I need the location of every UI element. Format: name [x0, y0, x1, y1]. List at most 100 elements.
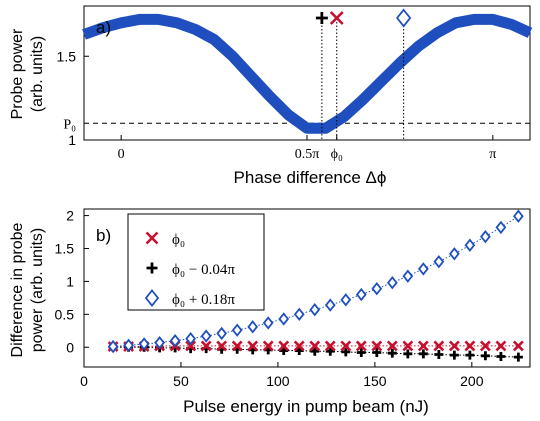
- data-point: [417, 262, 429, 276]
- data-point: [356, 348, 366, 358]
- panel-a-y-tick-label: 1: [68, 132, 76, 148]
- data-point: [449, 350, 459, 360]
- data-point: [324, 340, 336, 352]
- data-point: [449, 247, 460, 261]
- data-point: [513, 209, 524, 223]
- data-point: [433, 340, 445, 352]
- panel-a-y-axis-label-line2: (arb. units): [29, 36, 46, 112]
- panel-a-x-tick-label: 0.5π: [295, 147, 320, 162]
- data-point: [355, 287, 367, 302]
- legend-label: ϕ₀: [172, 232, 185, 248]
- data-point: [200, 340, 212, 352]
- panel-a-y-axis-label-line1: Probe power: [9, 28, 26, 119]
- data-point: [464, 238, 476, 252]
- panel-b-y-tick-label: 1: [66, 273, 74, 289]
- data-point: [371, 281, 383, 296]
- data-point: [293, 340, 305, 352]
- legend-label: ϕ₀ − 0.04π: [172, 262, 235, 278]
- data-point: [309, 340, 321, 352]
- panel-a-x-axis-label: Phase difference Δϕ: [234, 168, 387, 187]
- data-point: [371, 340, 383, 352]
- data-point: [293, 307, 305, 322]
- data-point: [107, 339, 119, 354]
- data-point: [355, 340, 367, 352]
- data-point: [386, 276, 398, 290]
- data-point: [479, 340, 491, 352]
- data-point: [169, 333, 181, 348]
- reference-line-label: P₀: [63, 117, 76, 132]
- data-point: [247, 320, 259, 334]
- data-point: [513, 352, 523, 362]
- data-point: [465, 350, 475, 360]
- data-point: [200, 329, 212, 343]
- legend-marker: [146, 262, 158, 274]
- phase-marker-diamond: [395, 8, 412, 28]
- data-point: [231, 323, 243, 337]
- data-point: [247, 340, 259, 352]
- panel-b-y-axis-label-line2: power (arb. units): [29, 228, 46, 353]
- panel-b-x-tick-label: 200: [460, 373, 484, 389]
- panel-b: 0 50 100 150 200 0 0.5 1 1.5 2 b) Pulse energy in…: [9, 208, 531, 416]
- panel-a-x-tick-label: π: [489, 147, 496, 162]
- panel-b-label: b): [96, 226, 111, 245]
- data-point: [325, 346, 335, 356]
- legend: ϕ₀ ϕ₀ − 0.04π ϕ₀ + 0.18π: [127, 213, 265, 311]
- series-fit-line: [113, 215, 519, 348]
- data-point: [262, 340, 274, 352]
- panel-b-x-tick-label: 50: [173, 373, 189, 389]
- panel-a-x-tick-label: 0: [118, 147, 125, 162]
- data-point: [262, 316, 274, 330]
- phase-marker-cross: [329, 11, 344, 25]
- phase-marker-plus: [315, 12, 328, 24]
- panel-b-plot-frame: [83, 208, 531, 368]
- data-point: [310, 346, 320, 356]
- data-point: [403, 349, 413, 359]
- data-point: [340, 293, 352, 307]
- panel-a: P₀ 0 0.5π ϕ₀ π 1 1.5 a) Phase difference Δϕ Pr…: [9, 5, 533, 187]
- legend-marker: [144, 289, 160, 307]
- data-point: [123, 338, 134, 352]
- data-point: [480, 229, 491, 244]
- panel-a-data-band: [82, 13, 533, 134]
- data-point: [496, 351, 506, 361]
- data-point: [434, 349, 444, 359]
- data-point: [417, 340, 429, 352]
- data-point: [154, 335, 165, 350]
- panel-b-y-tick-label: 2: [66, 208, 74, 224]
- panel-b-x-tick-label: 150: [363, 373, 387, 389]
- panel-b-content: 0 50 100 150 200 0 0.5 1 1.5 2: [55, 208, 524, 389]
- series-fit-line: [113, 345, 519, 348]
- data-point: [185, 340, 197, 352]
- panel-b-y-tick-label: 1.5: [55, 241, 75, 257]
- data-point: [278, 312, 290, 326]
- data-point: [495, 340, 507, 352]
- panel-a-y-tick-label: 1.5: [57, 48, 77, 64]
- legend-label: ϕ₀ + 0.18π: [172, 292, 235, 308]
- data-point: [464, 340, 476, 352]
- legend-marker: [145, 231, 159, 245]
- panel-a-x-tick-label: ϕ₀: [331, 147, 343, 162]
- data-point: [324, 298, 336, 312]
- data-point: [231, 340, 243, 352]
- data-point: [216, 326, 228, 341]
- data-point: [402, 269, 414, 283]
- data-point: [386, 340, 398, 352]
- panel-b-x-tick-label: 100: [266, 373, 290, 389]
- data-point: [309, 303, 321, 317]
- panel-b-x-tick-label: 0: [80, 373, 88, 389]
- panel-a-label: a): [96, 18, 111, 37]
- data-point: [185, 332, 197, 346]
- panel-b-y-tick-label: 0.5: [55, 306, 75, 322]
- panel-b-x-axis-label: Pulse energy in pump beam (nJ): [183, 397, 429, 416]
- data-point: [402, 340, 414, 352]
- data-point: [372, 348, 382, 358]
- panel-a-content: P₀ 0 0.5π ϕ₀ π 1 1.5: [57, 8, 533, 162]
- data-point: [341, 347, 351, 357]
- panel-b-y-axis-label-line1: Difference in probe: [9, 222, 26, 357]
- series-fit-line: [113, 346, 519, 358]
- data-point: [340, 340, 352, 352]
- data-point: [387, 348, 397, 358]
- data-point: [480, 351, 490, 361]
- data-point: [138, 337, 150, 351]
